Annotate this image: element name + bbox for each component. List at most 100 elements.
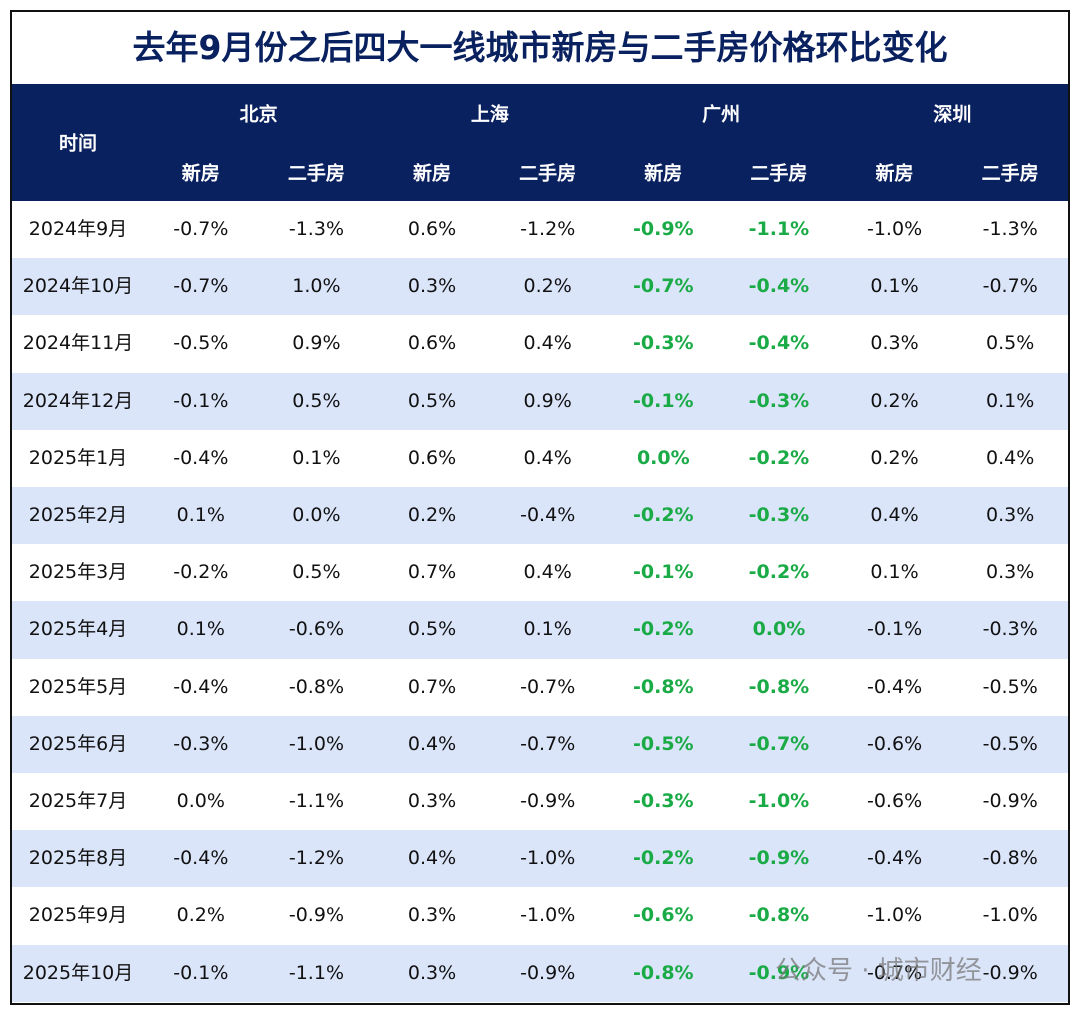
table-cell: 0.3% (407, 275, 457, 298)
table-row: 2025年4月 0.1% -0.6% 0.5% 0.1% -0.2% 0.0% -0.1% -0… (12, 601, 1068, 659)
table-cell: 0.2% (523, 275, 572, 298)
row-label: 2025年9月 (28, 904, 128, 927)
table-cell: 0.5% (986, 332, 1035, 355)
table-cell: 0.5% (292, 561, 341, 584)
table-cell: 0.5% (292, 389, 341, 412)
table-cell: -1.3% (982, 218, 1038, 240)
city-header: 上海 (470, 103, 509, 126)
table-cell: 0.0% (752, 618, 806, 641)
table-cell: -1.0% (982, 904, 1038, 927)
table-cell: -0.2% (633, 847, 694, 870)
table-cell: 0.1% (523, 618, 572, 641)
table-cell: -0.3% (748, 389, 810, 412)
table-cell: -0.8% (633, 675, 694, 698)
row-label: 2025年7月 (28, 790, 128, 812)
table-cell: -0.9% (520, 961, 576, 984)
table-cell: -1.0% (866, 218, 923, 240)
row-label: 2025年4月 (28, 618, 128, 641)
table-cell: -0.9% (982, 961, 1038, 984)
row-label: 2025年6月 (28, 732, 128, 755)
table-cell: 0.2% (870, 389, 919, 412)
table-cell: -0.6% (288, 618, 345, 641)
sub-header: 二手房 (750, 162, 808, 185)
table-cell: 0.4% (407, 847, 457, 870)
table-cell: -0.9% (288, 904, 345, 927)
table-cell: 0.0% (292, 504, 341, 526)
table-cell: -0.4% (173, 847, 229, 870)
table-cell: -0.8% (748, 904, 810, 927)
table-cell: -0.3% (633, 790, 694, 812)
sub-header: 新房 (181, 162, 220, 185)
table-cell: 0.2% (176, 904, 225, 927)
table-cell: -0.9% (748, 961, 810, 984)
table-cell: -0.1% (173, 961, 229, 984)
table-cell: -1.0% (288, 732, 345, 755)
row-label: 2025年10月 (22, 961, 134, 984)
table-cell: -0.9% (748, 847, 810, 870)
table-cell: -0.7% (982, 275, 1038, 298)
row-label: 2024年12月 (22, 389, 134, 412)
table-cell: 0.1% (870, 275, 919, 298)
table-row: 2025年2月 0.1% 0.0% 0.2% -0.4% -0.2% -0.3% 0.4% 0.… (12, 487, 1068, 545)
table-cell: -0.6% (866, 732, 923, 755)
table-cell: 0.7% (407, 561, 457, 584)
table-cell: 0.0% (176, 790, 225, 812)
city-header: 北京 (239, 103, 278, 126)
table-cell: -0.2% (748, 561, 810, 584)
table-row: 2025年7月 0.0% -1.1% 0.3% -0.9% -0.3% -1.0% -0.6%… (12, 773, 1068, 830)
table-cell: -1.2% (520, 218, 576, 240)
table-cell: 0.6% (407, 446, 457, 469)
row-label: 2024年10月 (22, 275, 134, 298)
table-cell: -0.9% (633, 218, 694, 240)
table-cell: 0.1% (176, 618, 225, 641)
table-cell: 0.2% (870, 446, 919, 469)
table-cell: -0.7% (748, 732, 810, 755)
row-label: 2024年9月 (28, 218, 128, 240)
row-label: 2024年11月 (22, 332, 134, 355)
table-row: 2025年8月 -0.4% -1.2% 0.4% -1.0% -0.2% -0.9% -0.4… (12, 830, 1068, 888)
sub-header: 新房 (644, 162, 683, 185)
table-cell: -0.8% (748, 675, 810, 698)
table-row: 2024年12月 -0.1% 0.5% 0.5% 0.9% -0.1% -0.3% 0.2% 0… (12, 372, 1068, 430)
table-cell: -0.4% (173, 446, 229, 469)
table-cell: -0.9% (520, 790, 576, 812)
table-cell: -0.3% (173, 732, 229, 755)
table-cell: 0.1% (986, 389, 1035, 412)
table-cell: 0.5% (407, 389, 457, 412)
table-cell: -0.4% (866, 847, 923, 870)
table-cell: -0.2% (633, 504, 694, 526)
table-row: 2024年10月 -0.7% 1.0% 0.3% 0.2% -0.7% -0.4% 0.1% -… (12, 258, 1068, 316)
table-cell: 0.3% (870, 332, 919, 355)
table-row: 2025年3月 -0.2% 0.5% 0.7% 0.4% -0.1% -0.2% 0.1% 0.… (12, 544, 1068, 601)
table-cell: 0.4% (986, 446, 1035, 469)
table-cell: -0.7% (173, 218, 229, 240)
table-cell: 0.0% (636, 446, 690, 469)
table-cell: 0.3% (986, 561, 1035, 584)
table-cell: -0.1% (633, 389, 694, 412)
table-cell: -1.0% (748, 790, 810, 812)
table-cell: -0.2% (748, 446, 810, 469)
table-cell: -0.8% (982, 847, 1038, 870)
table-cell: 0.7% (407, 675, 457, 698)
table-cell: -0.2% (633, 618, 694, 641)
table-row: 2025年9月 0.2% -0.9% 0.3% -1.0% -0.6% -0.8% -1.0%… (12, 887, 1068, 944)
table-cell: -0.7% (173, 275, 229, 298)
table-cell: -0.1% (633, 561, 694, 584)
table-cell: -0.7% (866, 961, 923, 984)
table-cell: -0.8% (288, 675, 345, 698)
table-cell: 0.4% (523, 446, 572, 469)
table-frame: 去年9月份之后四大一线城市新房与二手房价格环比变化 时间 北京 新房 二手房 上海 新房 二… (10, 10, 1070, 1005)
row-label: 2025年5月 (28, 675, 128, 698)
city-header: 深圳 (933, 103, 972, 126)
row-label: 2025年1月 (28, 446, 128, 469)
sub-header: 二手房 (981, 162, 1039, 185)
table-cell: -1.1% (288, 961, 345, 984)
table-cell: -0.1% (866, 618, 923, 641)
table-cell: -0.4% (520, 504, 576, 526)
table-cell: 0.2% (407, 504, 457, 526)
table-cell: 0.1% (870, 561, 919, 584)
table-cell: -0.8% (633, 961, 694, 984)
table-cell: -0.4% (173, 675, 229, 698)
table-cell: -0.1% (173, 389, 229, 412)
